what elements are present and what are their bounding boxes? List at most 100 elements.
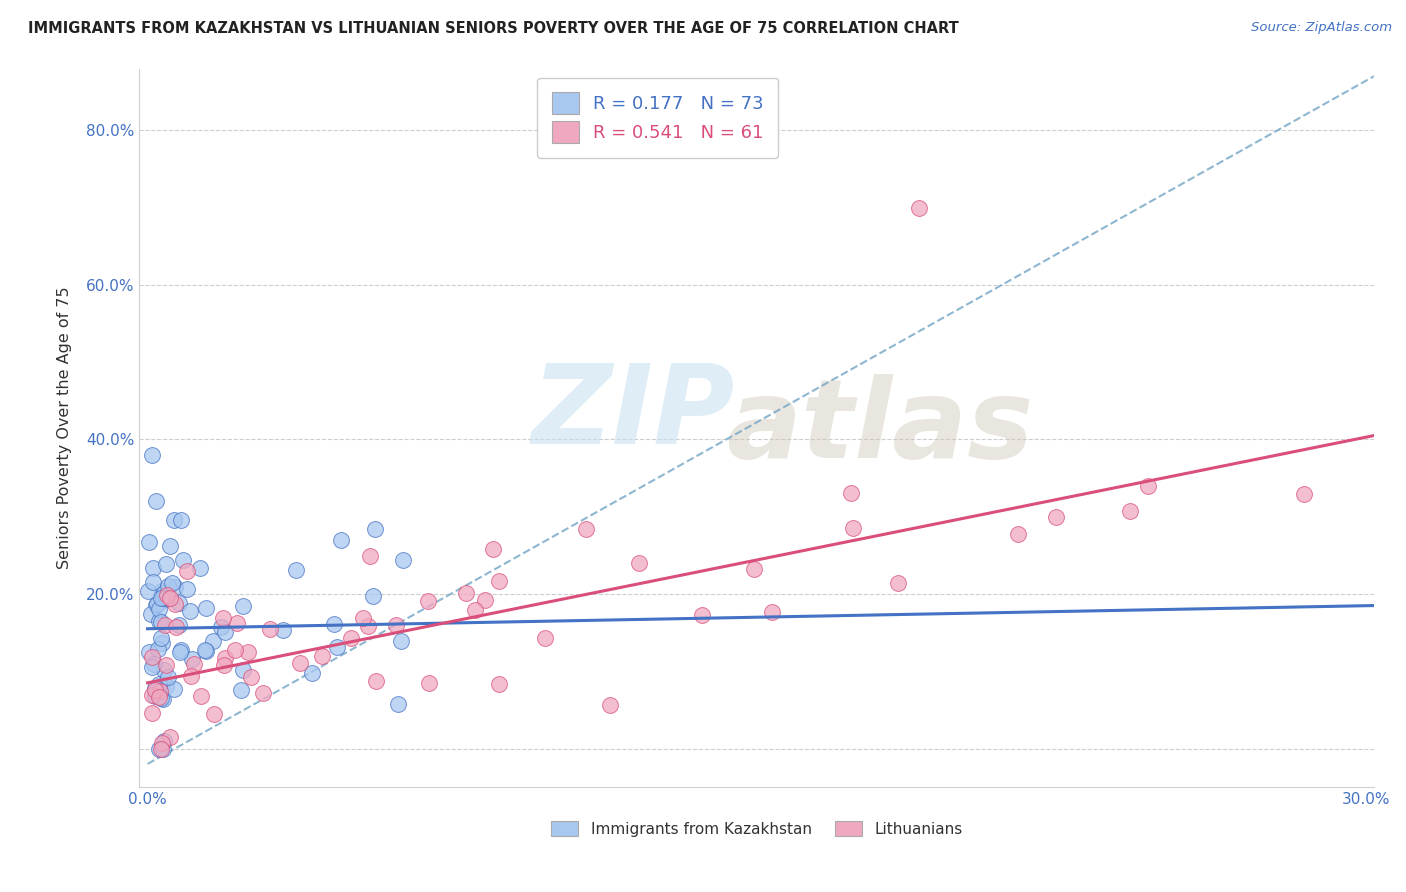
Point [195,644,218,658]
Point [195,600,218,615]
Point [240,670,263,684]
Text: IMMIGRANTS FROM KAZAKHSTAN VS LITHUANIAN SENIORS POVERTY OVER THE AGE OF 75 CORR: IMMIGRANTS FROM KAZAKHSTAN VS LITHUANIAN… [28,21,959,36]
Point [229,682,252,697]
Point [146,642,169,657]
Point [150,741,173,756]
Point [167,595,190,609]
Point [153,734,176,748]
Point [209,620,232,634]
Point [156,592,179,607]
Point [152,741,174,756]
Point [152,692,174,706]
Point [224,643,246,657]
Point [160,575,183,590]
Point [357,619,380,633]
Point [150,636,173,650]
Point [163,682,186,697]
Point [169,645,191,659]
Point [464,602,486,616]
Point [141,706,163,721]
Point [150,678,173,692]
Point [329,533,352,548]
Point [148,677,170,691]
Point [153,586,176,600]
Legend: Immigrants from Kazakhstan, Lithuanians: Immigrants from Kazakhstan, Lithuanians [543,813,970,844]
Point [152,591,174,605]
Point [143,689,166,703]
Point [1045,509,1067,524]
Text: atlas: atlas [727,375,1033,482]
Point [180,668,202,682]
Point [363,522,385,536]
Point [159,539,181,553]
Point [418,594,440,608]
Point [142,574,165,589]
Point [364,673,387,688]
Point [340,632,363,646]
Point [488,677,510,691]
Point [153,617,176,632]
Point [149,591,172,605]
Point [176,564,198,578]
Point [474,593,496,607]
Point [574,522,596,536]
Point [150,691,173,706]
Point [188,561,211,575]
Point [628,556,651,570]
Point [236,645,259,659]
Text: Source: ZipAtlas.com: Source: ZipAtlas.com [1251,21,1392,34]
Point [202,707,225,722]
Point [170,643,193,657]
Point [761,605,783,619]
Point [418,676,440,690]
Point [212,658,235,673]
Point [183,657,205,672]
Point [138,645,160,659]
Point [149,632,172,646]
Point [352,611,374,625]
Point [259,622,281,636]
Point [232,663,254,677]
Point [163,597,186,611]
Point [155,679,177,693]
Point [165,620,187,634]
Point [149,615,172,630]
Point [201,634,224,648]
Point [141,650,163,665]
Point [170,513,193,527]
Point [145,597,167,611]
Point [311,648,333,663]
Point [138,583,160,598]
Point [1136,479,1159,493]
Point [842,521,865,535]
Point [271,623,294,637]
Point [148,684,170,698]
Point [145,681,167,695]
Point [155,657,177,672]
Point [190,689,212,703]
Point [212,611,235,625]
Point [163,513,186,527]
Point [153,663,176,677]
Point [141,659,163,673]
Point [690,608,713,623]
Point [392,553,415,567]
Point [232,599,254,614]
Point [155,557,177,571]
Point [326,640,349,655]
Point [839,485,862,500]
Point [359,549,381,563]
Point [150,584,173,599]
Point [288,656,311,670]
Point [599,698,621,712]
Point [194,642,217,657]
Text: ZIP: ZIP [531,360,735,467]
Point [1292,487,1315,501]
Point [172,553,194,567]
Point [179,604,201,618]
Point [159,730,181,744]
Point [387,697,409,711]
Point [456,586,478,600]
Point [141,688,163,702]
Point [155,591,177,605]
